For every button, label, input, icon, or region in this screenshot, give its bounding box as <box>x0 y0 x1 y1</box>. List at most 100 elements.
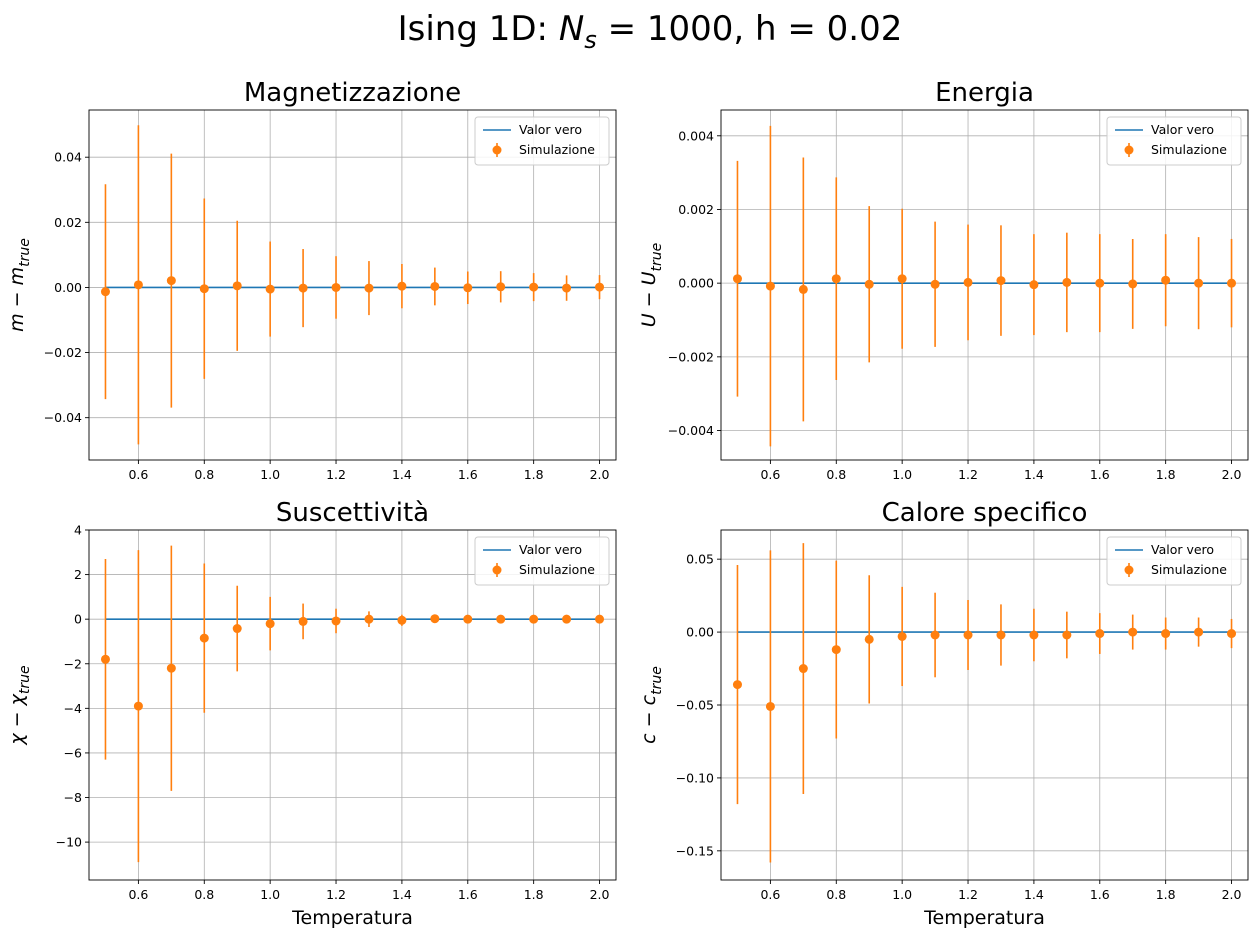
subplot-4: 0.6 0.8 1.0 1.2 1.4 1.6 1.8 2.0 −0.15 −0.10 −0.05 0… <box>638 498 1249 929</box>
legend-label-true: Valor vero <box>1151 542 1214 557</box>
legend-label-true: Valor vero <box>519 542 582 557</box>
data-point <box>1194 278 1204 288</box>
data-point <box>595 614 605 624</box>
data-point <box>1227 278 1237 288</box>
data-point <box>963 277 973 287</box>
x-tick-label: 1.2 <box>326 467 346 482</box>
data-point <box>430 614 440 624</box>
subplot-title: Energia <box>935 78 1034 108</box>
x-tick-label: 1.6 <box>458 887 478 902</box>
x-tick-label: 1.4 <box>1024 887 1044 902</box>
y-tick-label: −2 <box>64 656 82 671</box>
y-tick-label: 0.00 <box>686 625 714 640</box>
x-tick-label: 1.0 <box>892 887 912 902</box>
y-tick-label: −0.004 <box>668 423 714 438</box>
y-tick-label: −8 <box>64 790 82 805</box>
data-point <box>831 274 841 284</box>
y-axis-label-main: m − m <box>6 267 28 332</box>
y-tick-label: 0.05 <box>686 552 714 567</box>
data-point <box>1029 280 1039 290</box>
data-point <box>765 281 775 291</box>
data-point <box>100 287 110 297</box>
x-tick-label: 1.8 <box>524 467 544 482</box>
suptitle-prefix: Ising 1D: <box>398 9 559 49</box>
y-tick-label: 0.00 <box>54 280 82 295</box>
legend-label-true: Valor vero <box>519 122 582 137</box>
data-point <box>897 274 907 284</box>
legend: Valor vero Simulazione <box>1106 116 1242 166</box>
legend-label-simulation: Simulazione <box>519 142 595 157</box>
data-point <box>798 284 808 294</box>
data-point <box>133 280 143 290</box>
legend-label-simulation: Simulazione <box>1151 142 1227 157</box>
subplots-container: 0.6 0.8 1.0 1.2 1.4 1.6 1.8 2.0−0.04−0.020.000.… <box>6 78 1249 929</box>
data-point <box>265 284 275 294</box>
data-point <box>166 276 176 286</box>
y-tick-label: −0.002 <box>668 349 714 364</box>
suptitle-n-var: N <box>559 9 584 49</box>
data-point <box>562 283 572 293</box>
data-point <box>430 281 440 291</box>
suptitle-n-sub: s <box>584 26 597 54</box>
y-axis-label: m − mtrue <box>6 238 33 332</box>
y-tick-label: −0.05 <box>676 698 714 713</box>
data-point <box>897 631 907 641</box>
data-point <box>331 282 341 292</box>
y-tick-label: 0.02 <box>54 215 82 230</box>
axes-frame <box>88 529 617 881</box>
data-point <box>831 645 841 655</box>
subplot-title: Magnetizzazione <box>244 78 461 108</box>
data-point <box>1227 629 1237 639</box>
x-tick-label: 1.6 <box>1090 467 1110 482</box>
legend-marker-swatch <box>492 565 502 575</box>
legend: Valor vero Simulazione <box>1106 536 1242 586</box>
y-axis-label-main: U − U <box>638 271 660 327</box>
subplot-title: Suscettività <box>276 498 429 528</box>
data-point <box>930 279 940 289</box>
axes-frame <box>720 109 1249 461</box>
x-tick-label: 1.4 <box>1024 467 1044 482</box>
data-point <box>529 282 539 292</box>
data-point <box>199 633 209 643</box>
x-tick-label: 1.0 <box>892 467 912 482</box>
data-point <box>732 680 742 690</box>
legend: Valor vero Simulazione <box>474 536 610 586</box>
legend: Valor vero Simulazione <box>474 116 610 166</box>
x-tick-label: 0.6 <box>128 887 148 902</box>
data-point <box>298 283 308 293</box>
x-tick-label: 0.8 <box>194 467 214 482</box>
y-tick-label: −10 <box>56 835 82 850</box>
data-point <box>232 281 242 291</box>
y-axis-label-subscript: true <box>649 243 665 272</box>
x-tick-label: 1.0 <box>260 467 280 482</box>
data-point <box>864 279 874 289</box>
x-tick-label: 1.4 <box>392 887 412 902</box>
y-axis-label: χ − χtrue <box>6 665 33 745</box>
data-point <box>265 619 275 629</box>
y-tick-label: 0.004 <box>678 128 714 143</box>
x-tick-label: 1.8 <box>1156 887 1176 902</box>
data-point <box>1128 279 1138 289</box>
data-point <box>397 281 407 291</box>
data-point <box>1161 629 1171 639</box>
data-point <box>595 282 605 292</box>
data-point <box>364 283 374 293</box>
data-point <box>133 701 143 711</box>
x-tick-label: 2.0 <box>1222 467 1242 482</box>
y-tick-label: −0.04 <box>44 410 82 425</box>
x-axis-label: Temperatura <box>291 907 413 929</box>
legend-box <box>1106 536 1242 586</box>
y-axis-label-subscript: true <box>17 238 33 267</box>
subplot-3: 0.6 0.8 1.0 1.2 1.4 1.6 1.8 2.0 −10 −8 −6 −4 −2 0 2 4 Su… <box>6 498 617 929</box>
x-tick-label: 1.2 <box>958 887 978 902</box>
suptitle-suffix: = 1000, h = 0.02 <box>597 9 903 49</box>
x-tick-label: 0.6 <box>760 467 780 482</box>
data-point <box>232 624 242 634</box>
data-point <box>1029 630 1039 640</box>
figure-suptitle: Ising 1D: Ns = 1000, h = 0.02 <box>398 9 903 54</box>
subplot-2: 0.6 0.8 1.0 1.2 1.4 1.6 1.8 2.0 −0.004 −0.002 0.00… <box>638 78 1249 482</box>
y-tick-label: −6 <box>64 745 82 760</box>
x-axis-label: Temperatura <box>923 907 1045 929</box>
data-point <box>463 614 473 624</box>
y-tick-label: 0.002 <box>678 202 714 217</box>
